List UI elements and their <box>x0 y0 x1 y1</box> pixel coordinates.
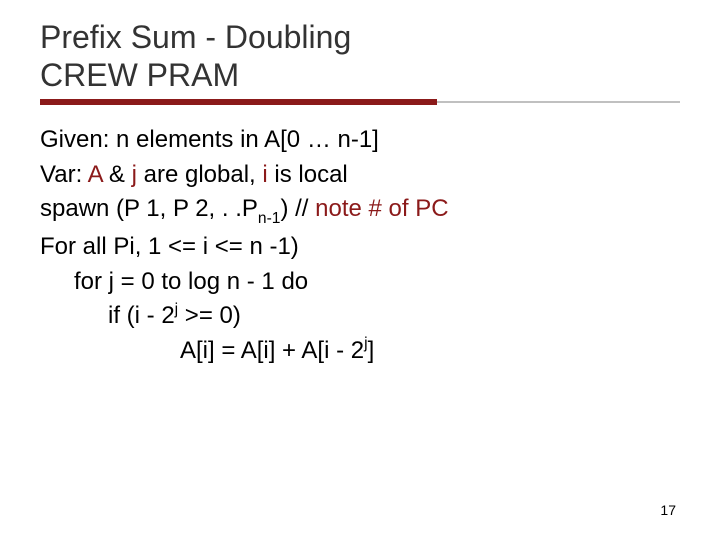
line-forall: For all Pi, 1 <= i <= n -1) <box>40 230 680 265</box>
slide-title: Prefix Sum - Doubling CREW PRAM <box>40 18 680 95</box>
text: A[i] = A[i] + A[i - 2 <box>180 337 364 364</box>
text: for j = 0 to log n - 1 do <box>74 268 308 295</box>
rule-thick <box>40 99 437 105</box>
title-line-1: Prefix Sum - Doubling <box>40 19 351 55</box>
line-for-j: for j = 0 to log n - 1 do <box>40 265 680 300</box>
text: Given: n elements in A[0 … n-1] <box>40 126 379 153</box>
text: Var: <box>40 161 88 188</box>
line-var: Var: A & j are global, i is local <box>40 158 680 193</box>
text: are global, <box>137 161 262 188</box>
comment: note # of PC <box>315 195 448 222</box>
text: if (i - 2 <box>108 302 175 329</box>
line-given: Given: n elements in A[0 … n-1] <box>40 123 680 158</box>
text: For all Pi, 1 <= i <= n -1) <box>40 233 299 260</box>
line-if: if (i - 2j >= 0) <box>40 299 680 334</box>
content-block: Given: n elements in A[0 … n-1] Var: A &… <box>40 123 680 369</box>
text: spawn (P 1, P 2, . .P <box>40 195 258 222</box>
page-number: 17 <box>660 502 676 518</box>
line-assign: A[i] = A[i] + A[i - 2j] <box>40 334 680 369</box>
title-rule <box>40 101 680 105</box>
var-a: A <box>88 161 103 188</box>
title-line-2: CREW PRAM <box>40 57 239 93</box>
superscript: j <box>175 301 178 318</box>
text: & <box>102 161 131 188</box>
superscript: j <box>364 335 367 352</box>
subscript: n-1 <box>258 210 281 227</box>
slide: Prefix Sum - Doubling CREW PRAM Given: n… <box>0 0 720 540</box>
text: is local <box>268 161 348 188</box>
text: >= 0) <box>178 302 241 329</box>
text: ] <box>368 337 375 364</box>
line-spawn: spawn (P 1, P 2, . .Pn-1) // note # of P… <box>40 192 680 229</box>
text: ) // <box>280 195 315 222</box>
